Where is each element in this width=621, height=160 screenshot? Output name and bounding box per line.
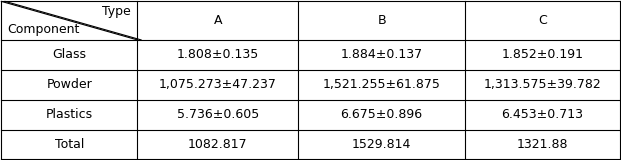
Text: 1,313.575±39.782: 1,313.575±39.782 <box>484 78 601 91</box>
Text: Component: Component <box>7 23 80 36</box>
Text: 6.675±0.896: 6.675±0.896 <box>340 108 423 121</box>
Text: 1,075.273±47.237: 1,075.273±47.237 <box>159 78 277 91</box>
Text: C: C <box>538 14 546 27</box>
Text: 1,521.255±61.875: 1,521.255±61.875 <box>323 78 440 91</box>
Text: 1321.88: 1321.88 <box>517 138 568 151</box>
Text: 1529.814: 1529.814 <box>352 138 411 151</box>
Text: Powder: Powder <box>47 78 93 91</box>
Text: 1082.817: 1082.817 <box>188 138 248 151</box>
Text: 5.736±0.605: 5.736±0.605 <box>176 108 259 121</box>
Text: B: B <box>378 14 386 27</box>
Text: 1.808±0.135: 1.808±0.135 <box>176 48 259 61</box>
Text: 1.852±0.191: 1.852±0.191 <box>501 48 583 61</box>
Text: Type: Type <box>102 5 131 18</box>
Text: Total: Total <box>55 138 84 151</box>
Text: Glass: Glass <box>52 48 86 61</box>
Text: A: A <box>214 14 222 27</box>
Text: 1.884±0.137: 1.884±0.137 <box>340 48 423 61</box>
Text: Plastics: Plastics <box>46 108 93 121</box>
Text: 6.453±0.713: 6.453±0.713 <box>501 108 583 121</box>
